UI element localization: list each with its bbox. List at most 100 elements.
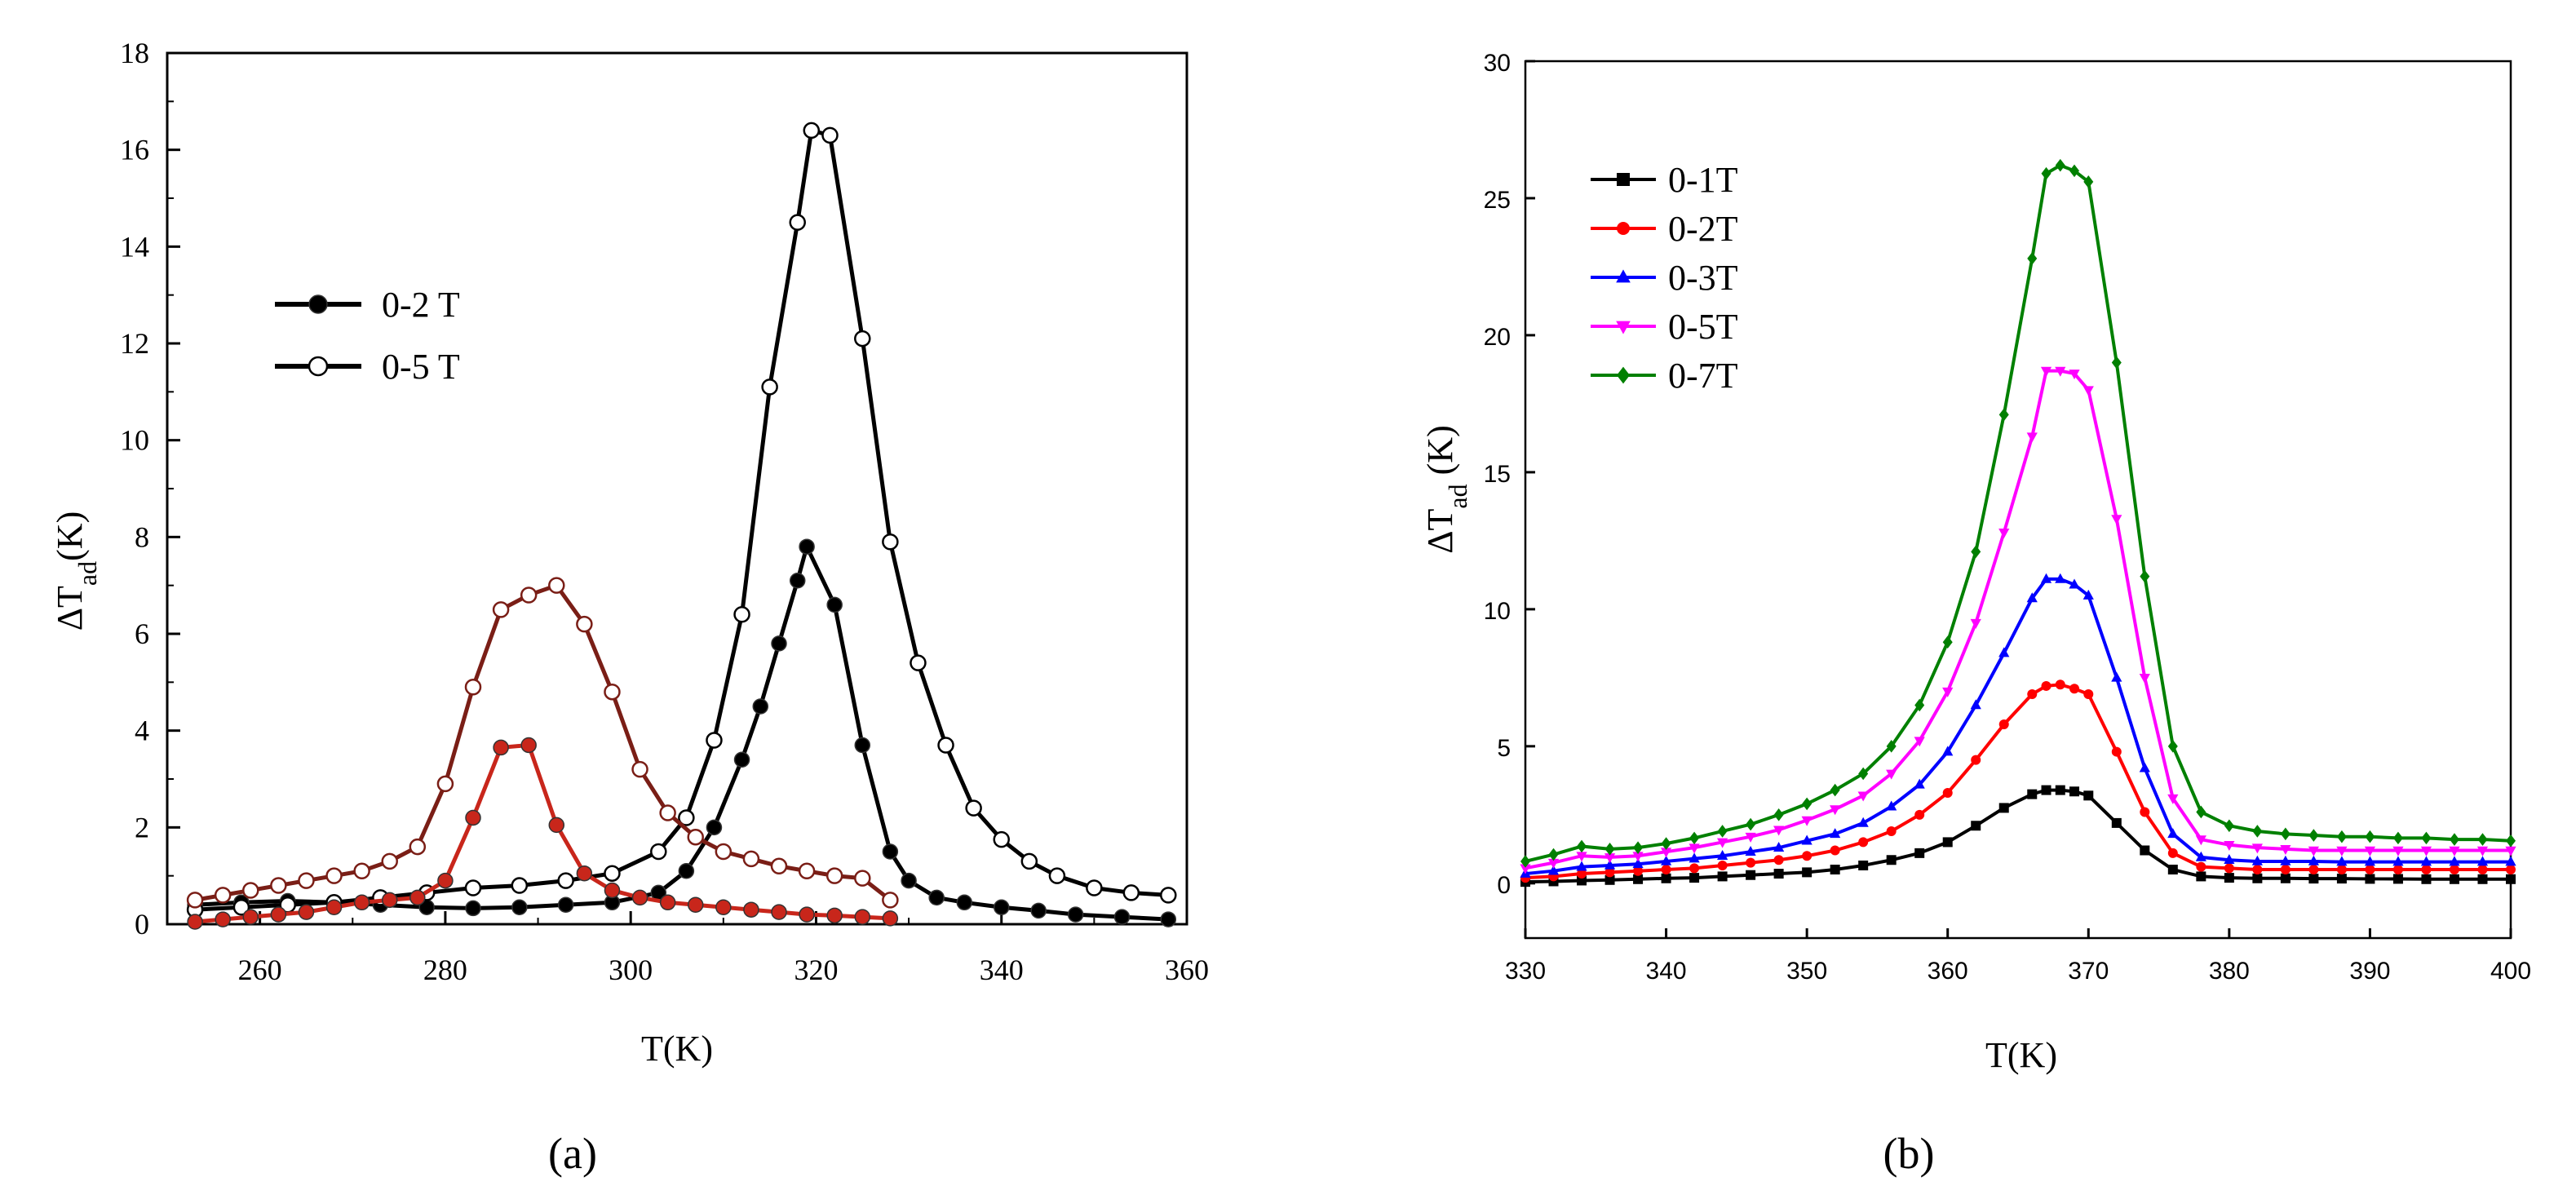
chart-b-series-3-point	[2280, 845, 2291, 856]
chart-b-series-2-point	[1998, 647, 2010, 657]
chart-b-series-4-point	[1802, 797, 1812, 811]
chart-a-series-3-point	[882, 892, 899, 909]
chart-b-series-0-point	[2308, 874, 2319, 884]
chart-b-series-4-point	[2392, 831, 2403, 845]
chart-b-series-2-point	[1830, 828, 1841, 839]
chart-b-series-0-point	[2449, 874, 2459, 884]
chart-b-series-4-point	[1661, 837, 1671, 850]
chart-b-series-3-point	[1970, 618, 1981, 629]
chart-b-xtick-label: 370	[2068, 958, 2109, 985]
chart-a-series-2-point	[826, 907, 843, 924]
chart-a-ytick-label: 4	[135, 715, 149, 747]
chart-b-series-2-point	[2280, 855, 2291, 865]
chart-a-series-0-point	[956, 894, 973, 911]
chart-a-xtick-label: 360	[1165, 954, 1209, 986]
chart-a-series-2-point	[743, 901, 759, 918]
chart-b-series-0-point	[1886, 855, 1897, 865]
chart-b-series-3-point	[1660, 848, 1672, 858]
chart-a-xlabel: T(K)	[641, 1029, 713, 1069]
chart-a-series-1-point	[511, 877, 529, 894]
chart-b-legend-label-1: 0-2T	[1668, 209, 1738, 249]
chart-a-series	[186, 122, 1177, 930]
chart-b-series-3-point	[1745, 832, 1756, 843]
chart-a-series-3-point	[825, 867, 843, 884]
chart-b-ylabel-main: ΔT	[1420, 508, 1460, 553]
chart-b-series-2-point	[1857, 817, 1869, 827]
chart-a-series-1-point	[993, 830, 1010, 848]
chart-a-series-1-point	[650, 843, 667, 861]
chart-b-series-3-point	[2139, 674, 2150, 684]
chart-a-series-3-point	[214, 887, 232, 904]
chart-b-series-1-point	[2055, 679, 2065, 690]
chart-b-series-4-point	[1604, 843, 1615, 856]
chart-b-series-0-point	[1604, 874, 1615, 885]
chart-b-series-2-point	[1660, 855, 1672, 865]
chart-a-series-2-point	[298, 904, 315, 920]
chart-b-series-0-point	[2041, 785, 2052, 795]
chart-b-series-1-point	[1971, 755, 1981, 765]
chart-a-series-0-point	[1030, 902, 1047, 919]
chart-b-series-4-point	[1773, 808, 1784, 821]
chart-a-series-3-point	[270, 877, 287, 894]
chart-b-series-3-point	[2026, 432, 2038, 443]
chart-b-series-4-point	[1971, 545, 1981, 559]
chart-b-series-2-point	[1547, 865, 1560, 875]
chart-a-series-0-point	[882, 843, 899, 860]
chart-b-series-0-point	[1633, 874, 1644, 884]
chart-b-series-4-point	[2167, 740, 2178, 753]
chart-a-series-2-point	[409, 889, 426, 906]
chart-b-series-3-point	[2111, 515, 2122, 525]
chart-b-series-2-point	[2449, 856, 2460, 866]
chart-a-series-0-point	[854, 737, 871, 754]
chart-b-ytick-label: 0	[1497, 872, 1511, 899]
chart-a-series-1-point	[1086, 879, 1103, 896]
chart-b-series	[1520, 158, 2516, 888]
chart-b-series-3-point	[2082, 386, 2094, 396]
chart-a-series-1-point	[1020, 852, 1038, 870]
chart-b-legend-label-0: 0-1T	[1668, 160, 1738, 200]
chart-a-series-2-point	[631, 889, 648, 906]
chart-a-xtick-label: 340	[980, 954, 1024, 986]
chart-a-ytick-label: 8	[135, 520, 149, 553]
chart-b-series-1-point	[1689, 863, 1700, 874]
chart-b-series-1-point	[1746, 857, 1756, 868]
chart-a-series-2-point	[270, 906, 287, 923]
chart-a-series-1-point	[937, 737, 954, 754]
chart-b-series-0-point	[1746, 870, 1756, 880]
chart-a-ytick-label: 2	[135, 811, 149, 843]
chart-a-ylabel-sub: ad	[73, 561, 102, 586]
chart-a-series-0-point	[733, 751, 750, 768]
panel-label-b: (b)	[1883, 1129, 1935, 1178]
chart-b-series-1-point	[2111, 746, 2122, 757]
chart-a-series-2-point	[604, 882, 621, 899]
chart-a-xtick-label: 260	[238, 954, 282, 986]
chart-b-series-2-point	[1689, 852, 1700, 863]
chart-b-series-1-point	[1577, 869, 1587, 879]
chart-b-series-1-point	[2506, 865, 2516, 875]
chart-b-series-3-line	[1525, 369, 2511, 870]
chart-a-series-3-point	[687, 828, 704, 846]
chart-b-series-3-point	[2392, 846, 2404, 857]
chart-b-ytick-label: 10	[1484, 598, 1511, 625]
chart-a-series-2-point	[715, 899, 732, 915]
chart-a-series-3-point	[520, 587, 538, 604]
chart-b-series-3-point	[2055, 366, 2066, 377]
chart-a-series-0-point	[465, 900, 481, 917]
chart-b-series-3-point	[1801, 816, 1812, 826]
chart-a-ylabel-unit: (K)	[50, 511, 90, 561]
chart-b-series-0-point	[2336, 874, 2347, 884]
chart-a-series-0-point	[789, 572, 806, 589]
chart-b-series-3-point	[2364, 846, 2376, 857]
chart-b-legend-marker-0	[1617, 173, 1630, 186]
chart-b-series-1-point	[1604, 867, 1615, 878]
chart-b-series-3-point	[1886, 769, 1897, 780]
chart-b-legend: 0-1T 0-2T 0-3T 0-5T 0-7T	[1591, 160, 1738, 396]
chart-a-series-1-point	[464, 879, 482, 896]
chart-b-series-0-point	[2196, 871, 2206, 882]
chart-b-series-4-point	[2111, 356, 2122, 370]
chart-a-series-3-point	[464, 679, 482, 696]
chart-b-legend-label-4: 0-7T	[1668, 356, 1738, 396]
chart-a-series-3-point	[798, 862, 816, 879]
chart-a-legend: 0-2 T 0-5 T	[275, 285, 460, 387]
chart-b: 330 340 350 360 370 380 390 400 0 5 10 15 20 25 30 0-1…	[1420, 50, 2531, 1178]
